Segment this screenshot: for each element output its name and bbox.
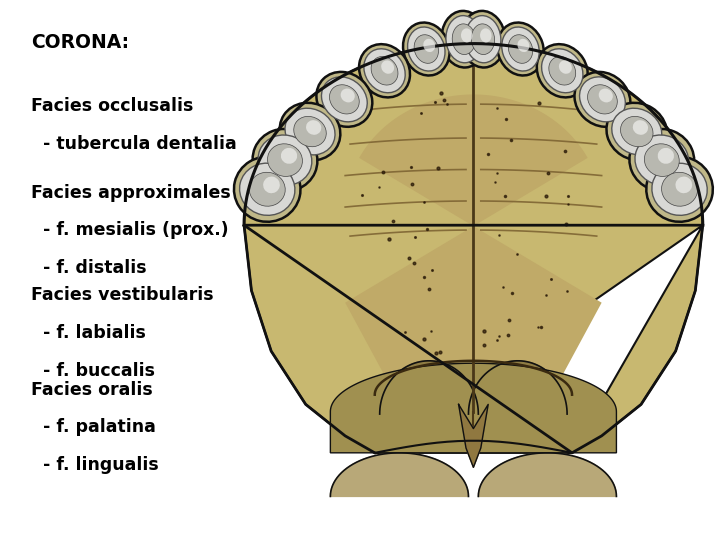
Text: - f. palatina: - f. palatina — [31, 418, 156, 436]
Ellipse shape — [341, 89, 355, 103]
Ellipse shape — [258, 135, 312, 185]
Ellipse shape — [294, 117, 326, 147]
Ellipse shape — [633, 120, 648, 135]
Ellipse shape — [480, 28, 492, 43]
Ellipse shape — [441, 11, 486, 68]
Ellipse shape — [549, 57, 576, 85]
Ellipse shape — [234, 157, 300, 222]
Ellipse shape — [498, 23, 544, 76]
Ellipse shape — [263, 177, 280, 193]
Ellipse shape — [612, 108, 662, 155]
Ellipse shape — [559, 60, 572, 74]
Ellipse shape — [306, 120, 321, 135]
Ellipse shape — [461, 11, 505, 68]
Polygon shape — [478, 453, 616, 496]
Ellipse shape — [599, 89, 613, 103]
Ellipse shape — [423, 39, 435, 52]
Text: - f. buccalis: - f. buccalis — [31, 362, 155, 380]
Text: - tubercula dentalia: - tubercula dentalia — [31, 135, 237, 153]
Ellipse shape — [652, 163, 707, 215]
Ellipse shape — [249, 172, 285, 206]
Text: - f. distalis: - f. distalis — [31, 259, 147, 277]
Ellipse shape — [621, 117, 653, 147]
Text: - f. lingualis: - f. lingualis — [31, 456, 158, 474]
Ellipse shape — [537, 44, 588, 97]
Ellipse shape — [518, 39, 529, 52]
Polygon shape — [345, 94, 602, 400]
Text: Facies oralis: Facies oralis — [31, 381, 153, 399]
Polygon shape — [459, 404, 488, 467]
Text: Facies occlusalis: Facies occlusalis — [31, 97, 194, 115]
Ellipse shape — [240, 163, 295, 215]
Ellipse shape — [675, 177, 692, 193]
Ellipse shape — [575, 72, 631, 127]
Ellipse shape — [364, 49, 405, 93]
Ellipse shape — [502, 27, 539, 71]
Ellipse shape — [381, 60, 394, 74]
Ellipse shape — [606, 103, 667, 160]
Text: Facies vestibularis: Facies vestibularis — [31, 286, 214, 304]
Ellipse shape — [371, 57, 398, 85]
Ellipse shape — [279, 103, 341, 160]
Ellipse shape — [629, 129, 694, 191]
Text: Facies approximales: Facies approximales — [31, 184, 230, 201]
Polygon shape — [244, 44, 703, 453]
Ellipse shape — [647, 157, 713, 222]
Ellipse shape — [403, 23, 449, 76]
Ellipse shape — [644, 144, 679, 177]
Ellipse shape — [408, 27, 445, 71]
Text: - f. labialis: - f. labialis — [31, 324, 146, 342]
Ellipse shape — [268, 144, 302, 177]
Polygon shape — [330, 363, 616, 453]
Ellipse shape — [588, 85, 617, 114]
Ellipse shape — [414, 35, 438, 63]
Ellipse shape — [330, 85, 359, 114]
Ellipse shape — [465, 16, 501, 63]
Polygon shape — [379, 361, 478, 414]
Ellipse shape — [541, 49, 583, 93]
Ellipse shape — [662, 172, 698, 206]
Ellipse shape — [321, 77, 367, 122]
Ellipse shape — [461, 28, 472, 43]
Polygon shape — [330, 453, 469, 496]
Polygon shape — [469, 361, 567, 414]
Ellipse shape — [580, 77, 626, 122]
Ellipse shape — [635, 135, 688, 185]
Ellipse shape — [359, 44, 410, 97]
Text: CORONA:: CORONA: — [31, 33, 129, 52]
Ellipse shape — [452, 24, 475, 55]
Ellipse shape — [446, 16, 482, 63]
Ellipse shape — [285, 108, 335, 155]
Ellipse shape — [253, 129, 318, 191]
Ellipse shape — [316, 72, 372, 127]
Text: - f. mesialis (prox.): - f. mesialis (prox.) — [31, 221, 228, 239]
Ellipse shape — [658, 148, 674, 164]
Ellipse shape — [472, 24, 495, 55]
Ellipse shape — [508, 35, 533, 63]
Ellipse shape — [281, 148, 297, 164]
